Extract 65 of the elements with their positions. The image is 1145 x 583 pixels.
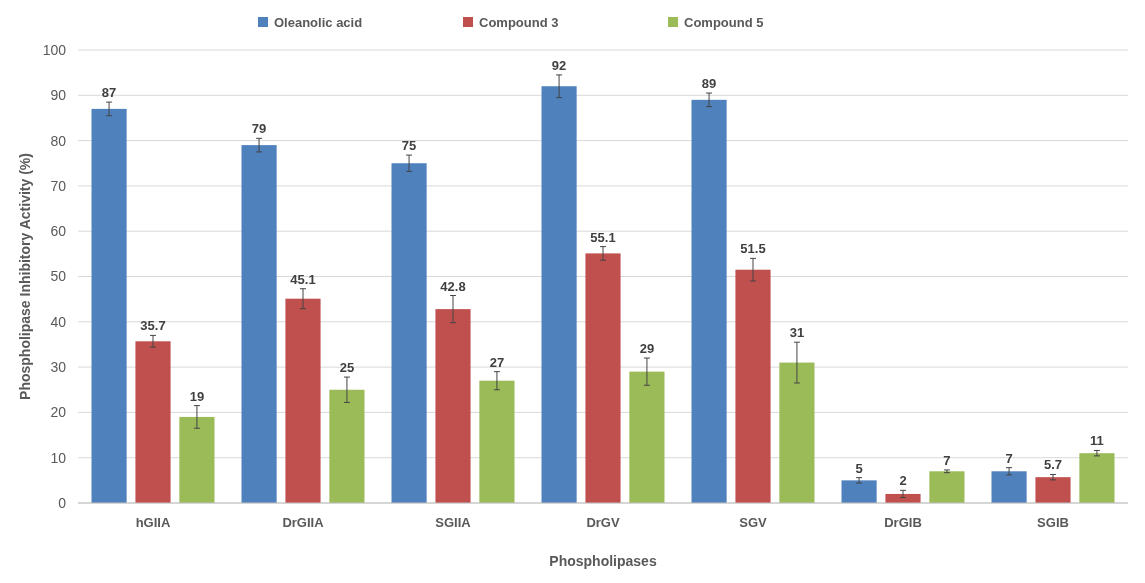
y-tick-label: 0 (58, 494, 67, 511)
data-label: 55.1 (590, 229, 616, 245)
bar (1079, 453, 1115, 503)
data-label: 45.1 (290, 271, 316, 287)
bar (991, 471, 1027, 503)
y-tick-label: 70 (50, 177, 67, 194)
y-axis-title: Phospholipase Inhibitory Activity (%) (17, 153, 33, 400)
data-label: 7 (943, 452, 951, 468)
data-label: 19 (189, 388, 205, 404)
data-label: 7 (1005, 450, 1013, 466)
y-tick-label: 20 (50, 404, 67, 421)
data-label: 2 (899, 473, 907, 489)
x-tick-label: SGV (739, 515, 768, 530)
data-label: 35.7 (140, 318, 166, 334)
x-tick-label: hGIIA (135, 515, 171, 530)
bar (929, 471, 965, 503)
data-label: 11 (1090, 433, 1104, 449)
bar (241, 145, 277, 503)
y-tick-label: 100 (42, 41, 67, 58)
data-label: 25 (339, 360, 355, 376)
bar (735, 269, 771, 503)
x-tick-label: DrGIB (884, 515, 922, 530)
x-axis-title: Phospholipases (549, 553, 657, 569)
data-label: 31 (789, 325, 805, 341)
data-label: 51.5 (740, 241, 766, 257)
data-label: 89 (701, 76, 717, 92)
bar (329, 389, 365, 503)
x-tick-label: DrGIIA (282, 515, 325, 530)
x-tick-label: SGIB (1037, 515, 1069, 530)
bar (135, 341, 171, 503)
bar (391, 163, 427, 503)
legend-label: Compound 3 (479, 14, 559, 30)
y-tick-label: 60 (50, 223, 67, 240)
bar (585, 253, 621, 503)
x-tick-label: DrGV (586, 515, 620, 530)
x-tick-label: SGIIA (435, 515, 472, 530)
bar (841, 480, 877, 503)
bar (1035, 477, 1071, 503)
bar (91, 108, 127, 503)
data-label: 42.8 (440, 278, 466, 294)
data-label: 27 (489, 354, 505, 370)
y-tick-label: 40 (50, 313, 67, 330)
y-tick-label: 90 (50, 87, 67, 104)
data-label: 79 (251, 121, 267, 137)
bar (691, 99, 727, 503)
y-tick-label: 50 (50, 268, 67, 285)
bar (285, 298, 321, 503)
bar (541, 86, 577, 503)
y-tick-label: 80 (50, 132, 67, 149)
bar (479, 380, 515, 503)
bar (885, 493, 921, 503)
bar (629, 371, 665, 503)
bar (779, 362, 815, 503)
legend-label: Compound 5 (684, 14, 764, 30)
data-label: 87 (101, 85, 117, 101)
bar (179, 416, 215, 503)
bar (435, 309, 471, 503)
data-label: 5.7 (1043, 457, 1063, 473)
data-label: 29 (639, 341, 655, 357)
legend-label: Oleanolic acid (274, 14, 363, 30)
data-label: 5 (855, 460, 863, 476)
data-label: 92 (551, 57, 567, 73)
data-label: 75 (401, 138, 417, 154)
y-tick-label: 30 (50, 359, 67, 375)
y-tick-label: 10 (50, 449, 67, 466)
